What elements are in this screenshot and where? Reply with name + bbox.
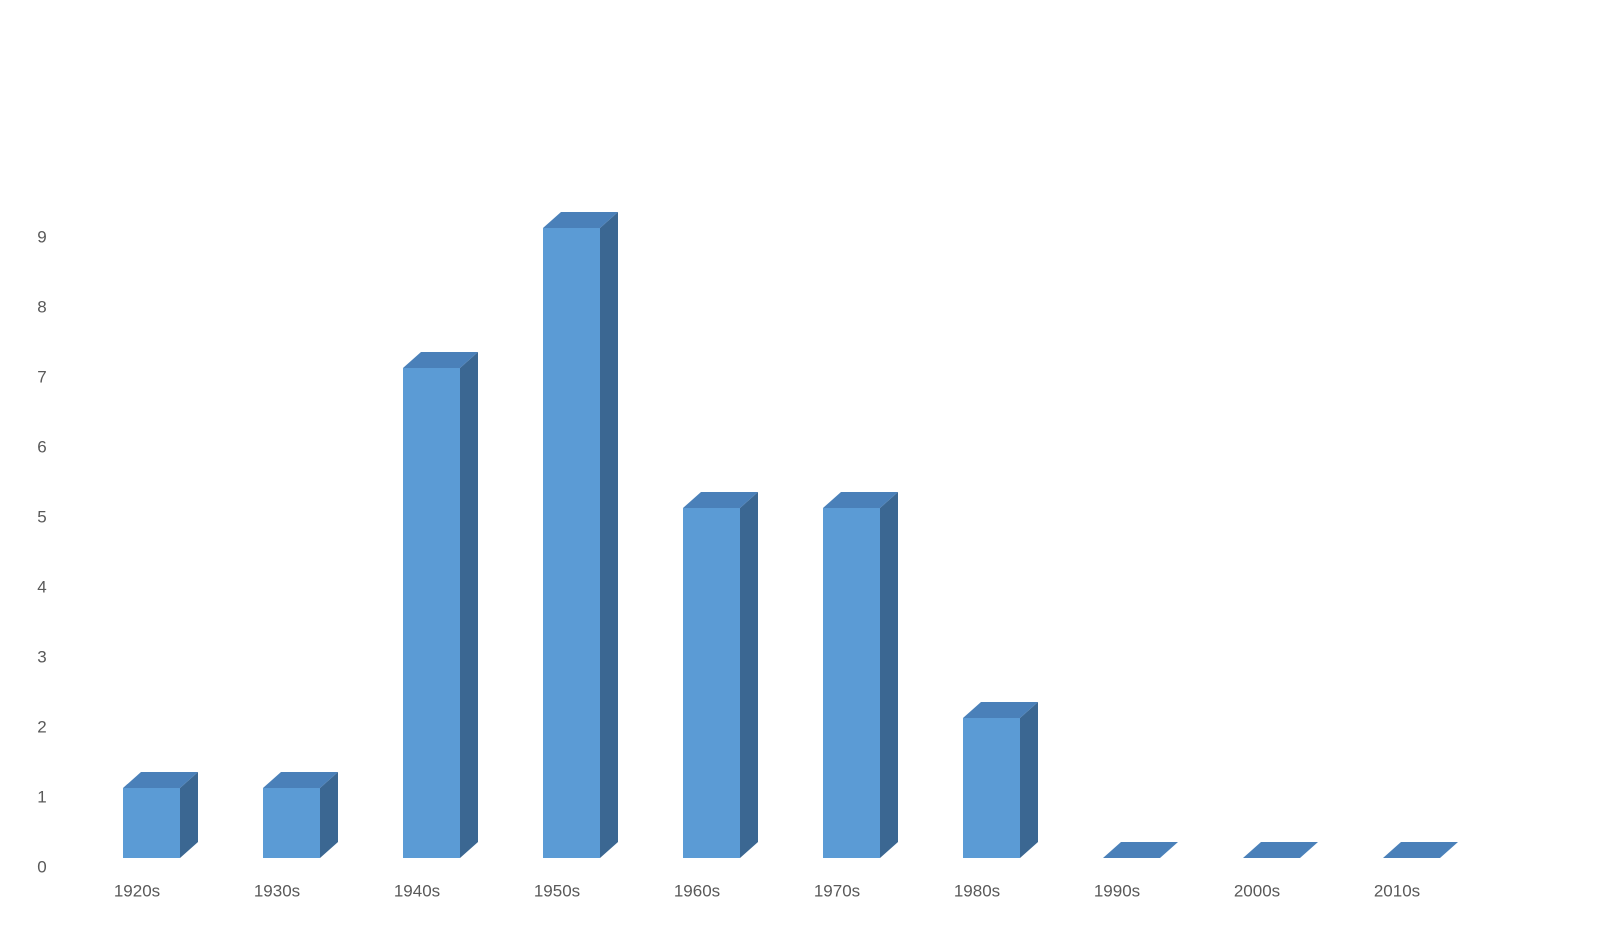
bar-top bbox=[1243, 842, 1318, 858]
bar-top bbox=[123, 772, 198, 788]
y-tick-label: 2 bbox=[37, 717, 46, 736]
x-tick-label: 1990s bbox=[1094, 881, 1140, 900]
bar-front bbox=[543, 228, 600, 858]
bar-top bbox=[1103, 842, 1178, 858]
bar bbox=[1103, 842, 1178, 858]
bar-side bbox=[600, 212, 618, 858]
bar-front bbox=[403, 368, 460, 858]
bar-top bbox=[263, 772, 338, 788]
bar bbox=[963, 702, 1038, 858]
bar-front bbox=[123, 788, 180, 858]
x-tick-label: 2010s bbox=[1374, 881, 1420, 900]
bar-top bbox=[683, 492, 758, 508]
y-tick-label: 0 bbox=[37, 857, 46, 876]
y-tick-label: 7 bbox=[37, 367, 46, 386]
y-tick-label: 4 bbox=[37, 577, 46, 596]
bar-side bbox=[180, 772, 198, 858]
bar bbox=[1383, 842, 1458, 858]
bar-front bbox=[683, 508, 740, 858]
bar-top bbox=[823, 492, 898, 508]
bar-front bbox=[263, 788, 320, 858]
y-tick-label: 6 bbox=[37, 437, 46, 456]
y-tick-label: 9 bbox=[37, 227, 46, 246]
bar-side bbox=[880, 492, 898, 858]
bar-side bbox=[320, 772, 338, 858]
bar bbox=[1243, 842, 1318, 858]
y-tick-label: 5 bbox=[37, 507, 46, 526]
bar-front bbox=[823, 508, 880, 858]
bar-side bbox=[740, 492, 758, 858]
bar-front bbox=[963, 718, 1020, 858]
x-tick-label: 1960s bbox=[674, 881, 720, 900]
bar-side bbox=[460, 352, 478, 858]
bar bbox=[403, 352, 478, 858]
x-tick-label: 1940s bbox=[394, 881, 440, 900]
x-tick-label: 2000s bbox=[1234, 881, 1280, 900]
bar-side bbox=[1020, 702, 1038, 858]
bar-top bbox=[403, 352, 478, 368]
bar bbox=[263, 772, 338, 858]
x-tick-label: 1980s bbox=[954, 881, 1000, 900]
x-tick-label: 1920s bbox=[114, 881, 160, 900]
bar-top bbox=[543, 212, 618, 228]
bar bbox=[683, 492, 758, 858]
bar bbox=[823, 492, 898, 858]
bar-top bbox=[963, 702, 1038, 718]
y-tick-label: 8 bbox=[37, 297, 46, 316]
bar bbox=[123, 772, 198, 858]
bar-top bbox=[1383, 842, 1458, 858]
x-tick-label: 1970s bbox=[814, 881, 860, 900]
x-tick-label: 1930s bbox=[254, 881, 300, 900]
x-tick-label: 1950s bbox=[534, 881, 580, 900]
y-tick-label: 3 bbox=[37, 647, 46, 666]
bar bbox=[543, 212, 618, 858]
y-tick-label: 1 bbox=[37, 787, 46, 806]
